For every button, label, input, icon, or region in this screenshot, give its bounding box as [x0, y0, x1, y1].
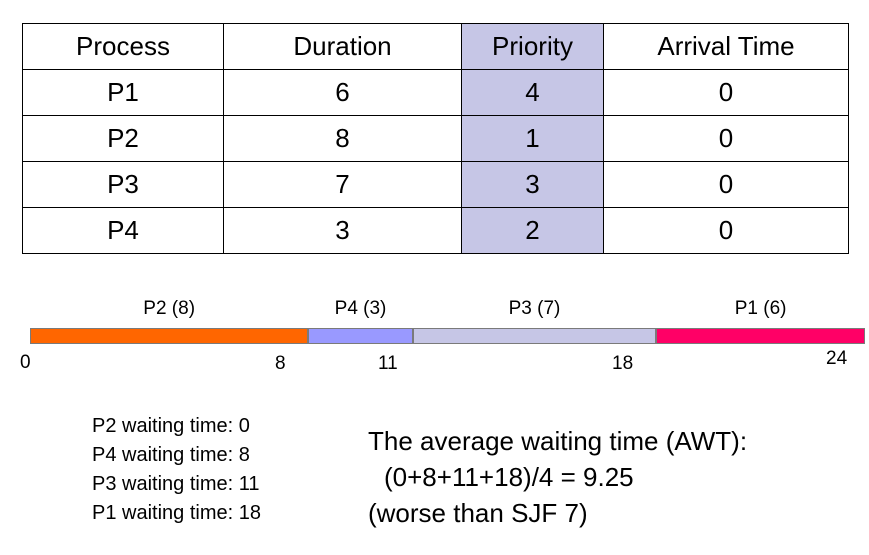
table-row: P1 6 4 0 [22, 69, 849, 116]
cell-process: P2 [22, 115, 224, 162]
awt-formula: (0+8+11+18)/4 = 9.25 [384, 462, 634, 492]
header-arrival-time: Arrival Time [603, 23, 849, 70]
cell-duration: 3 [223, 207, 462, 254]
process-table: Process Duration Priority Arrival Time P… [22, 23, 849, 254]
cell-arrival: 0 [603, 69, 849, 116]
waiting-times-list: P2 waiting time: 0 P4 waiting time: 8 P3… [92, 412, 261, 528]
gantt-segment [30, 328, 309, 344]
gantt-tick-label: 24 [826, 348, 848, 369]
gantt-segment [656, 328, 865, 344]
cell-priority: 2 [461, 207, 604, 254]
waiting-time-line: P2 waiting time: 0 [92, 415, 250, 437]
cell-process: P1 [22, 69, 224, 116]
table-row: P2 8 1 0 [22, 115, 849, 162]
cell-arrival: 0 [603, 207, 849, 254]
gantt-segment-label: P4 (3) [334, 298, 387, 319]
gantt-tick-label: 11 [378, 353, 398, 374]
cell-priority: 4 [461, 69, 604, 116]
waiting-time-line: P3 waiting time: 11 [92, 473, 260, 495]
gantt-tick-label: 8 [275, 353, 286, 374]
awt-heading: The average waiting time (AWT): [368, 426, 748, 456]
cell-arrival: 0 [603, 161, 849, 208]
table-row: P3 7 3 0 [22, 161, 849, 208]
gantt-segment-label: P3 (7) [508, 298, 561, 319]
cell-process: P4 [22, 207, 224, 254]
waiting-time-line: P4 waiting time: 8 [92, 444, 250, 466]
gantt-segment-label: P2 (8) [143, 298, 196, 319]
gantt-bar [30, 328, 865, 344]
cell-duration: 6 [223, 69, 462, 116]
header-process: Process [22, 23, 224, 70]
header-duration: Duration [223, 23, 462, 70]
awt-comparison: (worse than SJF 7) [368, 498, 588, 528]
cell-process: P3 [22, 161, 224, 208]
gantt-segment-label: P1 (6) [734, 298, 787, 319]
header-priority: Priority [461, 23, 604, 70]
gantt-segment [308, 328, 413, 344]
gantt-segment [412, 328, 657, 344]
cell-priority: 3 [461, 161, 604, 208]
cell-duration: 8 [223, 115, 462, 162]
waiting-time-line: P1 waiting time: 18 [92, 502, 261, 524]
table-header-row: Process Duration Priority Arrival Time [22, 23, 849, 70]
cell-duration: 7 [223, 161, 462, 208]
gantt-tick-label: 0 [20, 352, 31, 373]
cell-priority: 1 [461, 115, 604, 162]
table-row: P4 3 2 0 [22, 207, 849, 254]
gantt-tick-label: 18 [612, 353, 634, 374]
awt-summary: The average waiting time (AWT): (0+8+11+… [368, 423, 747, 531]
cell-arrival: 0 [603, 115, 849, 162]
